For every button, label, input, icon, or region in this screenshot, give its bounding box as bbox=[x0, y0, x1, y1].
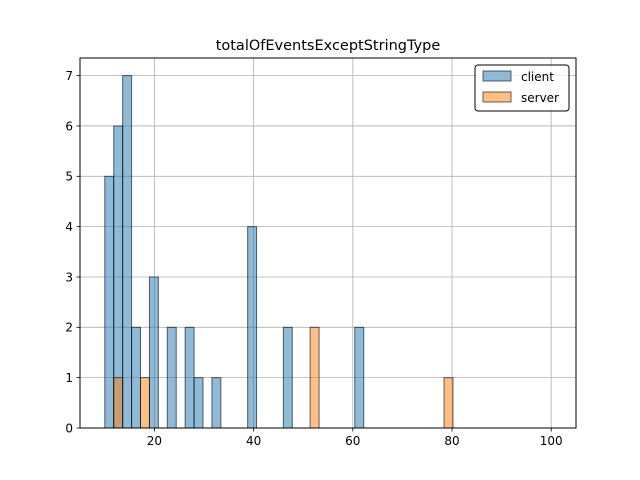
bar-client bbox=[104, 175, 115, 429]
bar-server bbox=[140, 377, 150, 429]
bar-client bbox=[166, 326, 177, 429]
bar-server bbox=[309, 326, 320, 429]
x-tick-label: 80 bbox=[444, 434, 459, 448]
y-tick-label: 0 bbox=[65, 421, 73, 435]
bar-client bbox=[282, 326, 293, 429]
legend-swatch-client bbox=[482, 70, 512, 82]
y-tick-label: 6 bbox=[65, 119, 73, 133]
bars bbox=[104, 75, 454, 429]
bar-client bbox=[354, 326, 365, 429]
legend-label-server: server bbox=[521, 91, 559, 105]
bar-client bbox=[148, 276, 159, 429]
chart-title: totalOfEventsExceptStringType bbox=[216, 38, 441, 54]
plot-frame bbox=[79, 57, 577, 429]
bar-client bbox=[211, 377, 222, 429]
x-tick-label: 60 bbox=[345, 434, 360, 448]
bar-client bbox=[131, 326, 142, 429]
bar-server bbox=[443, 377, 454, 429]
x-axis: 20 40 60 80 100 bbox=[147, 428, 563, 448]
y-tick-label: 5 bbox=[65, 170, 73, 184]
y-tick-label: 4 bbox=[65, 220, 73, 234]
bar-client bbox=[247, 226, 258, 429]
y-tick-label: 2 bbox=[65, 321, 73, 335]
bar-server bbox=[113, 377, 124, 429]
y-tick-label: 7 bbox=[65, 69, 73, 83]
y-axis: 0 1 2 3 4 5 6 7 bbox=[65, 69, 80, 435]
bar-client bbox=[193, 377, 204, 429]
legend-swatch-server bbox=[482, 91, 512, 103]
y-tick-label: 1 bbox=[65, 371, 73, 385]
bar-client bbox=[184, 326, 195, 429]
bar-client bbox=[122, 75, 133, 429]
x-tick-label: 40 bbox=[246, 434, 261, 448]
y-tick-label: 3 bbox=[65, 270, 73, 284]
x-tick-label: 20 bbox=[147, 434, 162, 448]
x-tick-label: 100 bbox=[540, 434, 563, 448]
legend: client server bbox=[474, 64, 570, 112]
legend-label-client: client bbox=[521, 70, 554, 84]
